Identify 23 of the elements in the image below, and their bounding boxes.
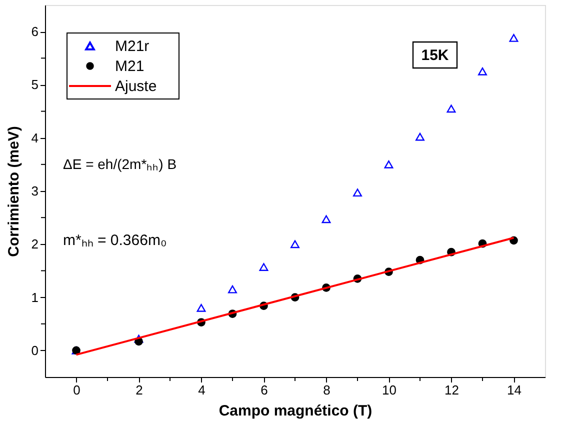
x-tick-label: 4 xyxy=(198,382,206,398)
legend-label: M21 xyxy=(115,58,144,75)
x-tick-label: 0 xyxy=(73,382,80,398)
y-tick-label: 1 xyxy=(31,290,38,305)
y-tick-label: 0 xyxy=(31,342,38,358)
y-tick-label: 2 xyxy=(31,236,38,252)
annotation: 15K xyxy=(421,47,449,64)
x-tick-label: 8 xyxy=(323,382,330,398)
x-tick-label: 2 xyxy=(136,382,143,398)
annotation: m*ₕₕ = 0.366m₀ xyxy=(63,232,167,249)
x-tick-label: 6 xyxy=(260,382,268,398)
x-axis-title: Campo magnético (T) xyxy=(218,402,372,420)
x-tick-label: 10 xyxy=(382,382,396,398)
legend-label: Ajuste xyxy=(115,78,157,95)
y-tick-label: 5 xyxy=(31,77,38,92)
y-tick-label: 6 xyxy=(31,24,38,40)
annotation: ΔE = eh/(2m*ₕₕ) B xyxy=(63,156,177,172)
x-tick-label: 12 xyxy=(444,382,459,398)
x-tick-label: 14 xyxy=(507,382,522,398)
y-tick-label: 4 xyxy=(31,130,38,146)
y-tick-label: 3 xyxy=(31,184,38,198)
legend-label: M21r xyxy=(115,38,150,55)
y-axis-title: Corrimiento (meV) xyxy=(5,126,22,257)
